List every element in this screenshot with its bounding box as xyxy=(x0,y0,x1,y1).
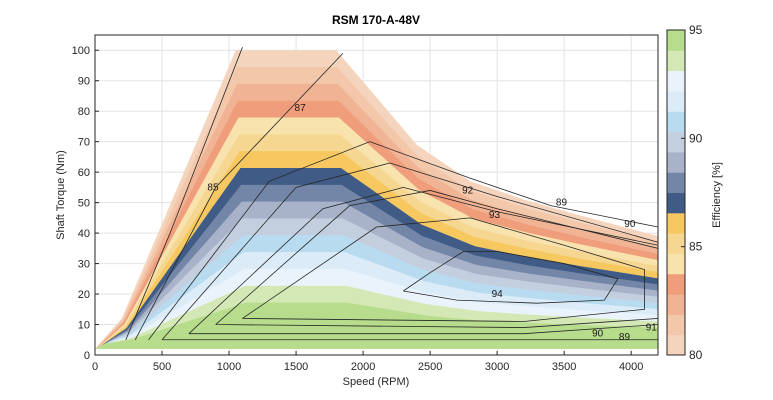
colorbar-segment xyxy=(667,151,685,173)
colorbar-segment xyxy=(667,233,685,254)
y-tick-label: 50 xyxy=(78,198,90,210)
colorbar-tick-label: 85 xyxy=(689,240,703,254)
colorbar-frame xyxy=(666,29,686,356)
contour-line-87 xyxy=(134,53,344,340)
y-tick-label: 70 xyxy=(78,137,90,149)
colorbar-segment xyxy=(667,253,685,275)
contour-label: 90 xyxy=(624,219,636,230)
x-axis-label: Speed (RPM) xyxy=(343,376,410,388)
colorbar-tick-label: 90 xyxy=(689,131,703,145)
x-tick-label: 0 xyxy=(92,361,98,373)
contour-label: 93 xyxy=(489,210,501,221)
contour-label: 89 xyxy=(556,198,568,209)
contour-layer xyxy=(95,47,658,349)
contour-label-layer: 85 87 89 90 92 93 94 90 89 91 xyxy=(207,103,657,343)
colorbar: 80 85 90 95 xyxy=(666,23,703,362)
colorbar-label: Efficiency [%] xyxy=(711,162,723,228)
y-tick-label: 60 xyxy=(78,167,90,179)
colorbar-segment xyxy=(667,314,685,336)
colorbar-segment xyxy=(667,192,685,214)
y-tick-label: 10 xyxy=(78,320,90,332)
contour-line-93 xyxy=(242,217,645,322)
colorbar-segment xyxy=(667,131,685,153)
contour-line-89 xyxy=(148,141,658,341)
y-tick-label: 80 xyxy=(78,106,90,118)
contour-label: 87 xyxy=(295,103,307,114)
y-tick-label: 90 xyxy=(78,76,90,88)
contour-line-85 xyxy=(125,47,243,340)
contour-label: 90 xyxy=(592,329,604,340)
colorbar-segment xyxy=(667,90,685,112)
colorbar-segment xyxy=(667,273,685,295)
y-tick-label: 30 xyxy=(78,259,90,271)
colorbar-tick-label: 80 xyxy=(689,348,703,362)
contour-line-92 xyxy=(215,190,658,328)
colorbar-segment xyxy=(667,294,685,315)
contour-line-90 xyxy=(161,162,658,341)
x-tick-label: 4000 xyxy=(619,361,643,373)
x-tick-label: 2500 xyxy=(418,361,442,373)
contour-label: 91 xyxy=(646,323,658,334)
contour-label: 94 xyxy=(492,289,504,300)
colorbar-segment xyxy=(667,70,685,92)
y-axis-label: Shaft Torque (Nm) xyxy=(55,150,67,240)
chart-title: RSM 170-A-48V xyxy=(332,13,420,27)
contour-label: 89 xyxy=(619,332,631,343)
colorbar-tick-label: 95 xyxy=(689,23,703,37)
axis-tick-layer: 0 500 1000 1500 2000 2500 3000 3500 4000 0 10 20 30 4… xyxy=(72,45,644,373)
x-tick-label: 1500 xyxy=(284,361,308,373)
x-tick-label: 500 xyxy=(153,361,171,373)
y-tick-label: 0 xyxy=(84,350,90,362)
plot-frame xyxy=(94,34,659,356)
x-tick-label: 3000 xyxy=(485,361,509,373)
x-tick-label: 1000 xyxy=(217,361,241,373)
colorbar-segment xyxy=(667,30,685,51)
colorbar-segment xyxy=(667,172,685,193)
colorbar-segment xyxy=(667,212,685,234)
x-tick-label: 3500 xyxy=(552,361,576,373)
y-tick-label: 20 xyxy=(78,289,90,301)
contour-label: 92 xyxy=(462,185,474,196)
contour-label: 85 xyxy=(207,182,219,193)
contour-line-94 xyxy=(403,250,619,304)
x-tick-label: 2000 xyxy=(351,361,375,373)
y-tick-label: 40 xyxy=(78,228,90,240)
colorbar-segment xyxy=(667,111,685,133)
colorbar-segment xyxy=(667,334,685,356)
y-tick-label: 100 xyxy=(72,45,90,57)
colorbar-segment xyxy=(667,50,685,72)
